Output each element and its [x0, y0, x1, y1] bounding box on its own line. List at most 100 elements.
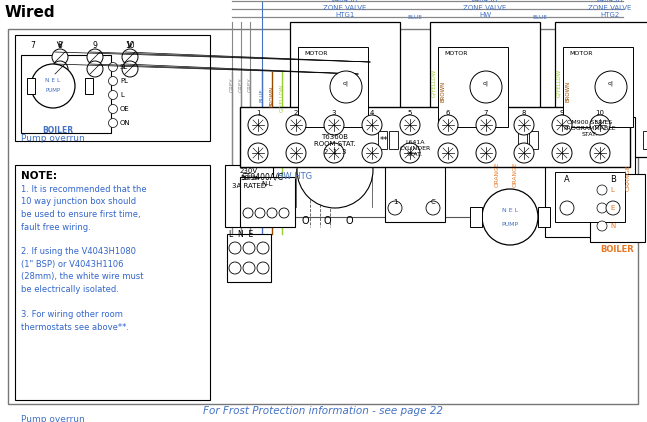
Circle shape — [286, 115, 306, 135]
Text: o|: o| — [483, 80, 489, 86]
Text: 9: 9 — [93, 41, 98, 49]
Text: G/YELLOW: G/YELLOW — [432, 69, 437, 97]
Bar — [385, 137, 445, 222]
Text: SL: SL — [120, 64, 128, 70]
Circle shape — [279, 208, 289, 218]
Text: 1: 1 — [256, 110, 260, 116]
Bar — [590, 174, 645, 242]
Circle shape — [122, 49, 138, 65]
Text: CM900 SERIES
PROGRAMMABLE
STAT.: CM900 SERIES PROGRAMMABLE STAT. — [564, 120, 617, 138]
Text: OE: OE — [120, 106, 130, 112]
Circle shape — [324, 143, 344, 163]
Circle shape — [87, 61, 103, 77]
Text: HW HTG: HW HTG — [278, 172, 313, 181]
Text: 230V
50Hz
3A RATED: 230V 50Hz 3A RATED — [232, 168, 266, 189]
Text: V4043H
ZONE VALVE
HW: V4043H ZONE VALVE HW — [463, 0, 507, 18]
Circle shape — [400, 143, 420, 163]
Circle shape — [52, 61, 68, 77]
Circle shape — [31, 64, 75, 108]
Circle shape — [248, 143, 268, 163]
Circle shape — [426, 201, 440, 215]
Bar — [529, 131, 538, 149]
Text: L  N  E: L N E — [229, 230, 253, 239]
Circle shape — [388, 201, 402, 215]
Text: ORANGE: ORANGE — [626, 164, 630, 191]
Circle shape — [248, 115, 268, 135]
Circle shape — [87, 49, 103, 65]
Bar — [240, 107, 630, 167]
Text: 8: 8 — [58, 41, 62, 49]
Bar — [438, 47, 508, 127]
Circle shape — [514, 143, 534, 163]
Text: L: L — [610, 187, 614, 193]
Text: ST9400A/C: ST9400A/C — [241, 172, 283, 181]
Text: L: L — [120, 92, 124, 98]
Text: V4043H
ZONE VALVE
HTG1: V4043H ZONE VALVE HTG1 — [324, 0, 367, 18]
Text: 10: 10 — [125, 41, 135, 49]
Text: 5: 5 — [408, 110, 412, 116]
Text: o|: o| — [608, 80, 614, 86]
Text: BOILER: BOILER — [43, 126, 74, 135]
Circle shape — [597, 203, 607, 213]
Circle shape — [552, 143, 572, 163]
Text: NOTE:: NOTE: — [21, 171, 57, 181]
Circle shape — [590, 115, 610, 135]
Circle shape — [109, 62, 118, 71]
Bar — [545, 117, 635, 237]
Text: Wired: Wired — [5, 5, 56, 20]
Circle shape — [243, 262, 255, 274]
Bar — [430, 22, 540, 157]
Bar — [240, 177, 295, 227]
Text: 7: 7 — [484, 110, 488, 116]
Text: GREY: GREY — [239, 77, 243, 92]
Text: O: O — [302, 216, 309, 226]
Circle shape — [597, 185, 607, 195]
Text: Pump overrun: Pump overrun — [21, 415, 85, 422]
Bar — [290, 22, 400, 157]
Text: 4: 4 — [370, 110, 374, 116]
Text: ORANGE: ORANGE — [512, 162, 518, 187]
Text: BLUE: BLUE — [532, 15, 547, 20]
Circle shape — [229, 262, 241, 274]
Circle shape — [438, 143, 458, 163]
Bar — [518, 131, 527, 149]
Text: ON: ON — [120, 120, 131, 126]
Text: 2: 2 — [294, 110, 298, 116]
Circle shape — [257, 242, 269, 254]
Bar — [27, 78, 35, 94]
Circle shape — [330, 71, 362, 103]
Text: For Frost Protection information - see page 22: For Frost Protection information - see p… — [203, 406, 443, 416]
Text: C: C — [431, 199, 435, 205]
Text: BROWN: BROWN — [565, 81, 571, 102]
Circle shape — [255, 208, 265, 218]
Circle shape — [595, 71, 627, 103]
Text: E: E — [610, 205, 615, 211]
Text: PL: PL — [120, 78, 128, 84]
Text: BOILER: BOILER — [600, 245, 634, 254]
Bar — [470, 207, 482, 227]
Text: BLUE: BLUE — [408, 15, 422, 20]
Text: BROWN: BROWN — [270, 86, 274, 107]
Text: A: A — [564, 176, 570, 184]
Circle shape — [243, 208, 253, 218]
Text: BROWN: BROWN — [441, 81, 446, 102]
Text: MOTOR: MOTOR — [444, 51, 468, 56]
Bar — [21, 55, 111, 133]
Text: N E L: N E L — [45, 78, 61, 84]
Text: 8: 8 — [521, 110, 526, 116]
Circle shape — [109, 119, 118, 127]
Circle shape — [597, 221, 607, 231]
Circle shape — [109, 76, 118, 86]
Circle shape — [438, 115, 458, 135]
Text: N-L: N-L — [261, 181, 273, 187]
Text: PUMP: PUMP — [45, 89, 61, 94]
Circle shape — [257, 262, 269, 274]
Bar — [555, 172, 625, 222]
Text: G/YELLOW: G/YELLOW — [556, 69, 562, 97]
Circle shape — [476, 115, 496, 135]
Circle shape — [606, 201, 620, 215]
Text: MOTOR: MOTOR — [569, 51, 593, 56]
Bar — [15, 165, 210, 400]
Circle shape — [560, 201, 574, 215]
Bar — [298, 47, 368, 127]
